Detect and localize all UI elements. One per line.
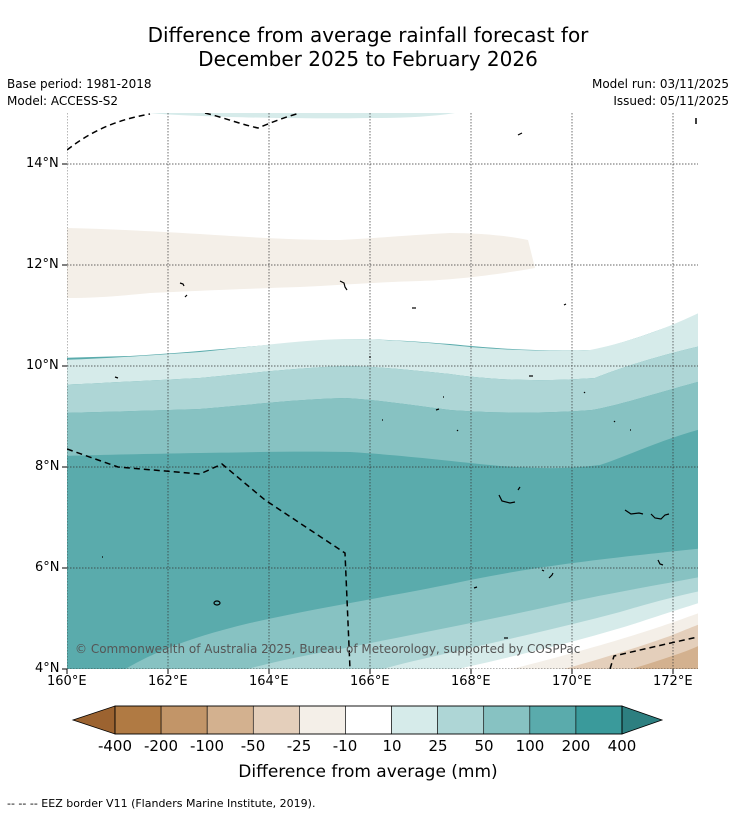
band-10-25-top xyxy=(150,113,455,119)
colorbar-label: -400 xyxy=(97,737,133,755)
colorbar-label: -50 xyxy=(240,737,266,755)
x-tick-label: 164°E xyxy=(249,674,289,689)
colorbar-label: 10 xyxy=(382,737,402,755)
colorbar-cell xyxy=(299,705,346,735)
band-neutral-top xyxy=(67,113,698,358)
colorbar-label: 50 xyxy=(474,737,494,755)
eez-footnote: -- -- -- EEZ border V11 (Flanders Marine… xyxy=(7,797,316,810)
colorbar-label: -100 xyxy=(189,737,225,755)
base-period: Base period: 1981-2018 xyxy=(7,77,152,91)
colorbar-label: 200 xyxy=(561,737,591,755)
band-minus-25-50-lower xyxy=(563,624,698,669)
x-tick-label: 170°E xyxy=(552,674,592,689)
colorbar-cell xyxy=(529,705,577,735)
colorbar-label: 25 xyxy=(428,737,448,755)
colorbar-cell xyxy=(391,705,438,735)
colorbar-cell xyxy=(206,705,254,735)
colorbar-high-extension xyxy=(621,705,664,735)
islands xyxy=(102,132,670,639)
eez-borders xyxy=(67,113,698,669)
x-tick-label: 168°E xyxy=(451,674,491,689)
colorbar-cell xyxy=(345,705,392,735)
band-minus-50-100-lower xyxy=(631,646,698,669)
y-tick-label: 4°N xyxy=(35,661,60,676)
band-50-100 xyxy=(67,381,698,469)
colorbar-cell xyxy=(160,705,208,735)
title-line-1: Difference from average rainfall forecas… xyxy=(147,23,589,47)
model-name: Model: ACCESS-S2 xyxy=(7,94,119,108)
x-tick-label: 162°E xyxy=(148,674,188,689)
colorbar-label: -10 xyxy=(332,737,358,755)
x-tick-label: 160°E xyxy=(47,674,87,689)
colorbar-low-extension xyxy=(71,705,116,735)
colorbar-cell xyxy=(252,705,300,735)
model-run: Model run: 03/11/2025 xyxy=(591,77,729,91)
colorbar-label: -25 xyxy=(286,737,312,755)
y-tick-label: 14°N xyxy=(26,156,59,171)
issued-date: Issued: 05/11/2025 xyxy=(613,94,729,108)
x-tick-label: 166°E xyxy=(350,674,390,689)
axis-ticks xyxy=(62,163,674,674)
colorbar-cell xyxy=(437,705,485,735)
band-25-50 xyxy=(67,346,698,413)
y-tick-label: 6°N xyxy=(35,560,60,575)
colorbar-label: 100 xyxy=(515,737,545,755)
colorbar-frame xyxy=(114,705,623,735)
grid-lines xyxy=(67,113,698,669)
y-tick-label: 8°N xyxy=(35,459,60,474)
band-minus-10-25 xyxy=(67,228,535,298)
x-tick-label: 172°E xyxy=(653,674,693,689)
colorbar-cell xyxy=(483,705,531,735)
colorbar xyxy=(71,705,664,735)
colorbar-title: Difference from average (mm) xyxy=(238,762,498,782)
band-10-25 xyxy=(67,313,698,385)
copyright-notice: © Commonwealth of Australia 2025, Bureau… xyxy=(75,642,580,656)
y-tick-label: 12°N xyxy=(26,257,59,272)
colorbar-label: 400 xyxy=(607,737,637,755)
colorbar-cell xyxy=(114,705,162,735)
colorbar-cell xyxy=(575,705,623,735)
colorbar-label: -200 xyxy=(143,737,179,755)
title-line-2: December 2025 to February 2026 xyxy=(198,47,538,71)
y-tick-label: 10°N xyxy=(26,358,59,373)
